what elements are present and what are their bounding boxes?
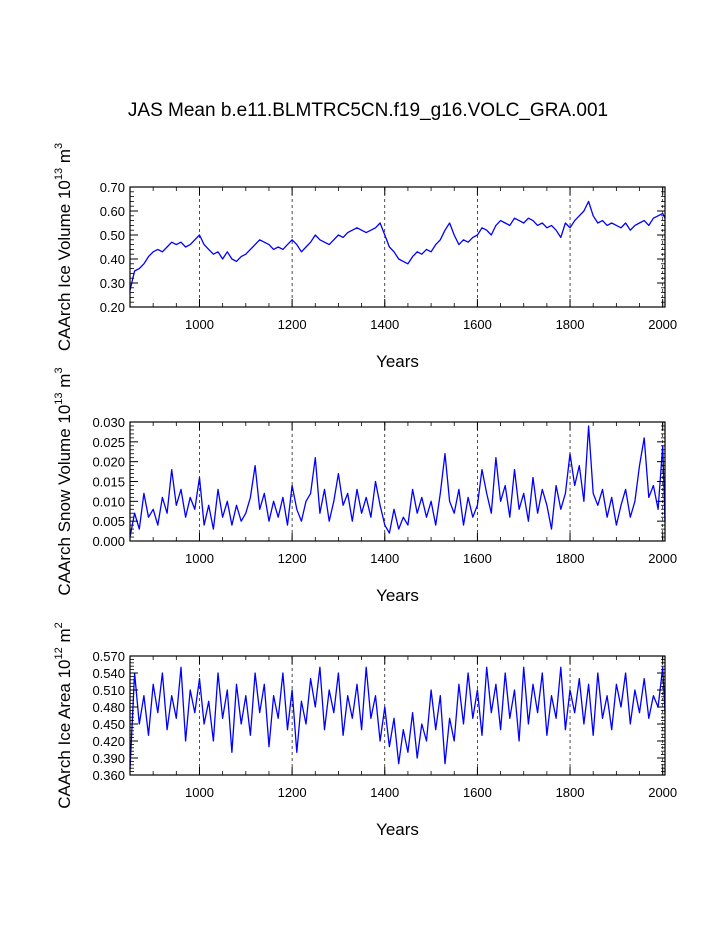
ice-area-y-tick-label: 0.450 [92, 717, 125, 732]
ice-area-x-tick-label: 1200 [278, 785, 307, 800]
ice-volume-y-axis-label: CAArch Ice Volume 1013 m3 [53, 143, 74, 351]
ice-area-x-tick-label: 1000 [185, 785, 214, 800]
ice-volume-x-tick-label: 2000 [648, 317, 677, 332]
snow-volume-x-tick-label: 1400 [370, 551, 399, 566]
ice-volume-y-tick-label: 0.20 [100, 300, 125, 315]
snow-volume-y-tick-label: 0.000 [92, 534, 125, 549]
snow-volume-x-tick-label: 1800 [556, 551, 585, 566]
ice-area-panel: 1000 1200 1400 1600 1800 2000 0.360 0.390 0.420 0… [53, 622, 677, 839]
ice-volume-x-tick-label: 1600 [463, 317, 492, 332]
snow-volume-x-tick-label: 1600 [463, 551, 492, 566]
ice-volume-y-tick-label: 0.30 [100, 276, 125, 291]
ice-volume-x-tick-label: 1000 [185, 317, 214, 332]
ice-area-x-tick-label: 1400 [370, 785, 399, 800]
ice-volume-y-tick-label: 0.40 [100, 252, 125, 267]
ice-volume-y-tick-label: 0.50 [100, 228, 125, 243]
ice-volume-y-tick-label: 0.60 [100, 204, 125, 219]
ice-volume-x-tick-label: 1200 [278, 317, 307, 332]
ice-volume-series-line [129, 200, 666, 291]
ice-area-y-tick-label: 0.570 [92, 649, 125, 664]
ice-area-y-axis-label: CAArch Ice Area 1012 m2 [53, 622, 74, 809]
snow-volume-y-tick-label: 0.030 [92, 415, 125, 430]
ice-volume-x-axis-label: Years [376, 352, 419, 371]
snow-volume-y-tick-label: 0.005 [92, 514, 125, 529]
ice-area-x-tick-label: 1800 [556, 785, 585, 800]
ice-area-series-line [129, 666, 666, 770]
snow-volume-x-tick-label: 1200 [278, 551, 307, 566]
snow-volume-x-axis-label: Years [376, 586, 419, 605]
ice-area-y-tick-label: 0.390 [92, 751, 125, 766]
snow-volume-y-tick-label: 0.010 [92, 494, 125, 509]
figure-title: JAS Mean b.e11.BLMTRC5CN.f19_g16.VOLC_GR… [128, 100, 608, 121]
snow-volume-series-line [129, 425, 666, 538]
ice-area-plot-frame [129, 655, 666, 776]
ice-area-x-axis-label: Years [376, 820, 419, 839]
ice-area-y-tick-label: 0.540 [92, 666, 125, 681]
ice-area-x-tick-label: 1600 [463, 785, 492, 800]
ice-area-y-tick-label: 0.480 [92, 700, 125, 715]
snow-volume-x-tick-label: 2000 [648, 551, 677, 566]
snow-volume-y-tick-label: 0.025 [92, 435, 125, 450]
ice-volume-panel: 1000 1200 1400 1600 1800 2000 0.20 0.30 0.40 0.50… [53, 143, 677, 371]
snow-volume-y-axis-label: CAArch Snow Volume 1013 m3 [53, 367, 74, 595]
ice-area-y-tick-label: 0.420 [92, 734, 125, 749]
snow-volume-y-tick-label: 0.020 [92, 455, 125, 470]
ice-area-y-tick-label: 0.510 [92, 683, 125, 698]
ice-volume-plot-frame [129, 186, 666, 308]
ice-volume-x-tick-label: 1400 [370, 317, 399, 332]
ice-volume-y-tick-label: 0.70 [100, 180, 125, 195]
ice-volume-x-tick-label: 1800 [556, 317, 585, 332]
snow-volume-x-tick-label: 1000 [185, 551, 214, 566]
snow-volume-panel: 1000 1200 1400 1600 1800 2000 0.000 0.005 0.010 0… [53, 367, 677, 605]
snow-volume-y-tick-label: 0.015 [92, 475, 125, 490]
ice-area-x-tick-label: 2000 [648, 785, 677, 800]
ice-area-y-tick-label: 0.360 [92, 768, 125, 783]
